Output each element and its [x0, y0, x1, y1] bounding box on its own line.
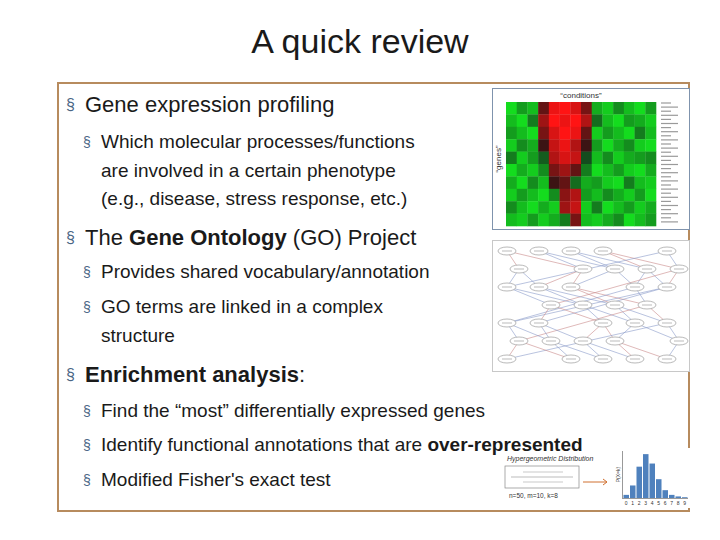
svg-text:4: 4: [651, 500, 654, 506]
svg-text:6: 6: [664, 500, 667, 506]
svg-text:n=50, m=10, k=8: n=50, m=10, k=8: [509, 492, 558, 499]
svg-text:1: 1: [631, 500, 634, 506]
html-text:Identify functional annotation: Identify functional annotations that are…: [101, 434, 583, 455]
svg-text:9: 9: [683, 500, 686, 506]
html-text:The Gene Ontology (GO) Project: The Gene Ontology (GO) Project: [85, 225, 417, 250]
svg-text:3: 3: [644, 500, 647, 506]
html-text:A quick review: A quick review: [251, 22, 469, 60]
svg-text:5: 5: [657, 500, 660, 506]
html-text:structure: structure: [101, 325, 175, 346]
svg-text:Hypergeometric Distribution: Hypergeometric Distribution: [507, 455, 593, 463]
svg-text:“genes”: “genes”: [494, 145, 503, 172]
html-text:are involved in a certain phen: are involved in a certain phenotype: [101, 160, 396, 181]
html-text:Modified Fisher's exact test: Modified Fisher's exact test: [101, 469, 331, 490]
svg-text:2: 2: [638, 500, 641, 506]
html-text:Provides shared vocabulary/ann: Provides shared vocabulary/annotation: [101, 261, 430, 282]
html-text:GO terms are linked in a compl: GO terms are linked in a complex: [101, 296, 383, 317]
svg-text:8: 8: [677, 500, 680, 506]
svg-text:P(X=k): P(X=k): [615, 466, 621, 482]
html-text:Find the “most” differentially: Find the “most” differentially expressed…: [101, 400, 486, 421]
svg-text:0: 0: [625, 500, 628, 506]
html-text:(e.g., disease, stress respons: (e.g., disease, stress response, etc.): [101, 188, 408, 209]
svg-text:7: 7: [670, 500, 673, 506]
html-text:Enrichment analysis:: Enrichment analysis:: [85, 362, 306, 387]
svg-text:“conditions”: “conditions”: [560, 91, 602, 100]
html-text:Gene expression profiling: Gene expression profiling: [85, 92, 335, 117]
html-text:Which molecular processes/func: Which molecular processes/functions: [101, 131, 415, 152]
